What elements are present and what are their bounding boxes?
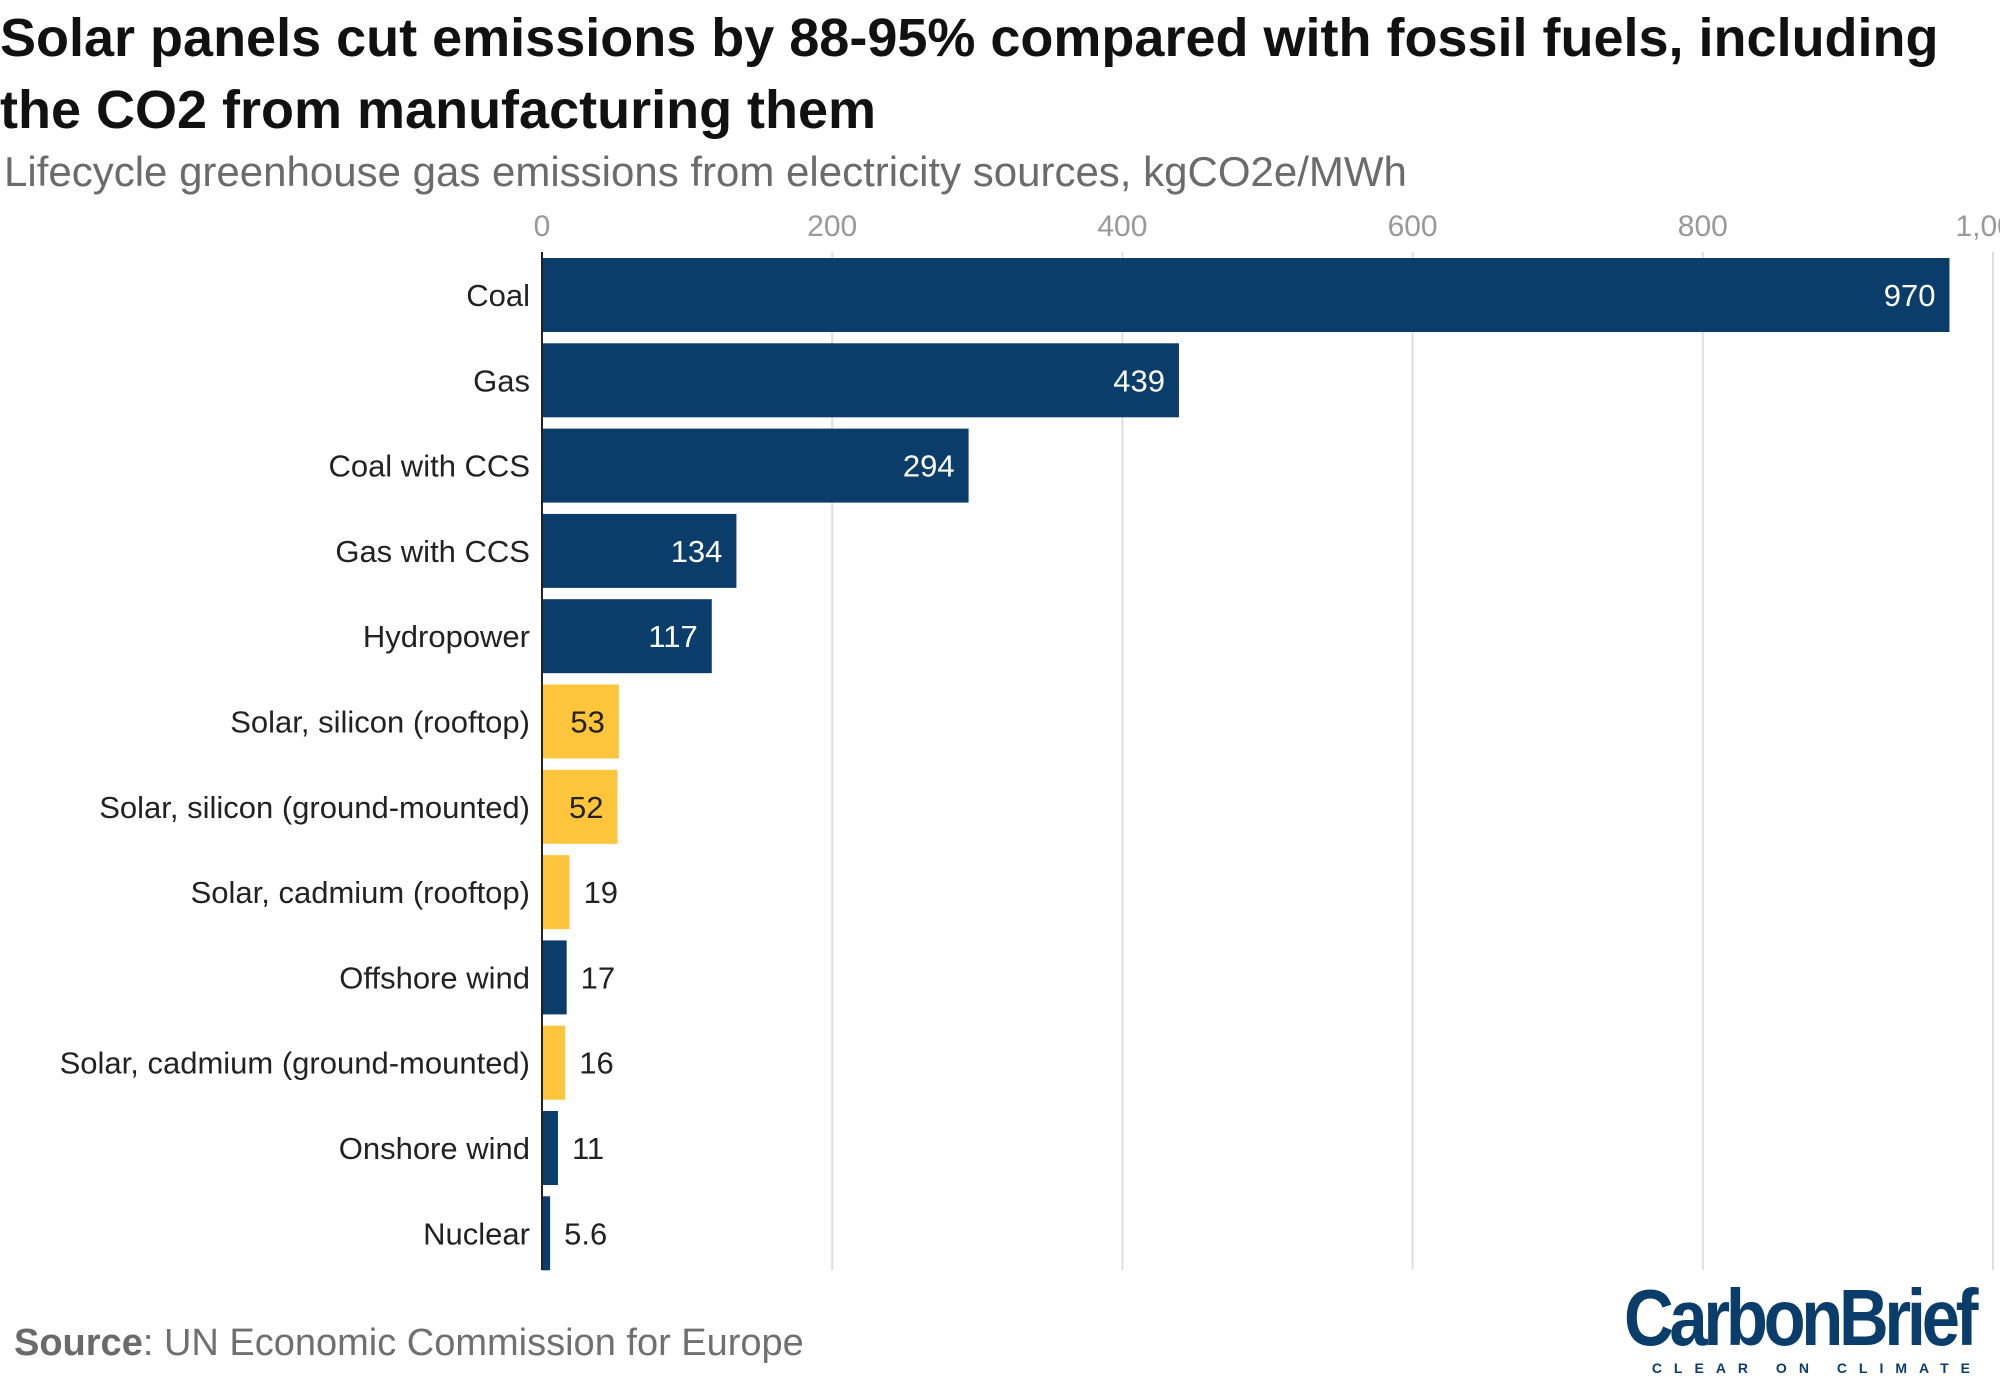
source-text: : UN Economic Commission for Europe bbox=[142, 1322, 804, 1364]
bar bbox=[542, 940, 567, 1015]
x-tick-label: 400 bbox=[1097, 210, 1147, 243]
category-label: Offshore wind bbox=[339, 960, 530, 995]
bar bbox=[542, 513, 737, 588]
category-label: Hydropower bbox=[363, 619, 530, 654]
value-label: 117 bbox=[648, 619, 697, 654]
category-label: Coal bbox=[466, 278, 530, 313]
category-label: Solar, silicon (rooftop) bbox=[230, 705, 530, 740]
value-label: 19 bbox=[584, 875, 618, 910]
value-label: 970 bbox=[1884, 278, 1936, 313]
value-label: 17 bbox=[581, 960, 615, 995]
bar bbox=[542, 1111, 558, 1185]
category-label: Solar, cadmium (ground-mounted) bbox=[60, 1046, 530, 1081]
bar bbox=[542, 599, 712, 674]
source-note: Source: UN Economic Commission for Europ… bbox=[14, 1322, 804, 1365]
value-label: 53 bbox=[570, 705, 604, 740]
chart-subtitle: Lifecycle greenhouse gas emissions from … bbox=[4, 148, 1407, 195]
x-tick-label: 600 bbox=[1388, 210, 1438, 243]
category-label: Onshore wind bbox=[339, 1131, 530, 1166]
value-label: 5.6 bbox=[564, 1216, 607, 1251]
bar bbox=[542, 428, 969, 503]
x-tick-label: 200 bbox=[807, 210, 857, 243]
bar bbox=[542, 684, 619, 759]
category-label: Gas with CCS bbox=[335, 534, 530, 569]
bar bbox=[542, 258, 1950, 332]
source-label: Source bbox=[14, 1322, 143, 1364]
category-label: Gas bbox=[473, 363, 530, 398]
bar bbox=[542, 769, 618, 844]
logo-wordmark: CarbonBrief bbox=[1623, 1273, 1979, 1362]
bar bbox=[542, 1196, 551, 1271]
value-label: 16 bbox=[579, 1046, 613, 1081]
category-label: Coal with CCS bbox=[328, 449, 530, 484]
value-label: 134 bbox=[671, 534, 723, 569]
x-tick-label: 800 bbox=[1678, 210, 1728, 243]
value-label: 11 bbox=[572, 1131, 604, 1166]
value-label: 294 bbox=[903, 449, 955, 484]
bar-chart: 0 200 400 600 800 1,000 Coal 970 Gas 439 Coal with… bbox=[60, 210, 2000, 1271]
x-tick-label: 1,000 bbox=[1955, 210, 2000, 243]
category-label: Nuclear bbox=[423, 1216, 530, 1251]
bar bbox=[542, 855, 570, 930]
x-tick-label: 0 bbox=[534, 210, 551, 243]
bar bbox=[542, 1025, 566, 1100]
category-label: Solar, silicon (ground-mounted) bbox=[99, 790, 530, 825]
carbon-brief-logo: CarbonBrief CLEAR ON CLIMATE bbox=[1567, 1273, 1979, 1377]
bar bbox=[542, 343, 1179, 418]
value-label: 439 bbox=[1113, 363, 1165, 398]
logo-tagline: CLEAR ON CLIMATE bbox=[1651, 1360, 1982, 1376]
value-label: 52 bbox=[569, 790, 603, 825]
chart-title: Solar panels cut emissions by 88-95% com… bbox=[0, 8, 1939, 140]
category-label: Solar, cadmium (rooftop) bbox=[191, 875, 530, 910]
